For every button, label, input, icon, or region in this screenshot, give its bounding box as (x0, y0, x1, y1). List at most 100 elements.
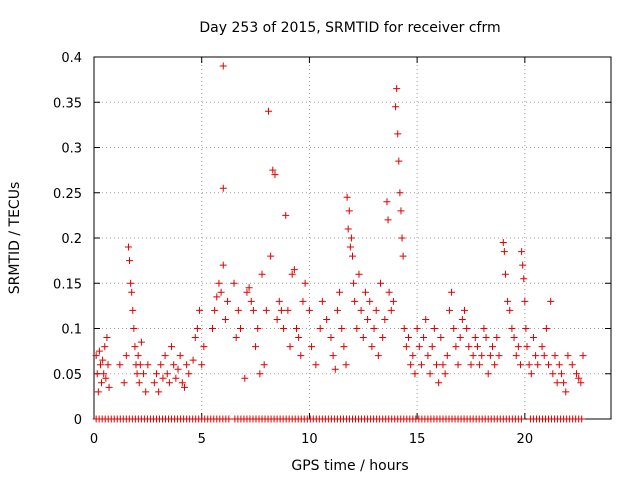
data-point (327, 334, 335, 342)
data-point (336, 288, 344, 296)
data-point (104, 361, 112, 369)
data-point (200, 343, 208, 351)
data-point (329, 352, 337, 360)
data-point (389, 297, 397, 305)
data-point (467, 361, 475, 369)
data-point (500, 248, 508, 256)
data-point (399, 252, 407, 260)
data-point (392, 103, 400, 111)
data-point (134, 352, 142, 360)
data-point (172, 374, 180, 382)
x-ticks: 0 5 10 15 20 (90, 57, 533, 447)
data-point (174, 365, 182, 373)
data-point (518, 248, 526, 256)
data-point (397, 207, 405, 215)
data-point (340, 343, 348, 351)
data-point (560, 379, 568, 387)
data-point (476, 361, 484, 369)
data-point (469, 352, 477, 360)
data-point (262, 306, 270, 314)
data-point (521, 297, 529, 305)
data-point (499, 239, 507, 247)
data-point (136, 361, 144, 369)
data-point (458, 315, 466, 323)
data-point (441, 370, 449, 378)
data-point (245, 284, 253, 292)
data-point (215, 279, 223, 287)
data-point (491, 361, 499, 369)
data-point (130, 325, 138, 332)
y-tick-label: 0 (74, 413, 82, 428)
data-point (168, 343, 176, 351)
data-point (484, 370, 492, 378)
x-tick-label: 15 (409, 432, 426, 447)
data-point (176, 352, 184, 360)
data-point (525, 361, 533, 369)
data-point (486, 352, 494, 360)
data-point (183, 361, 191, 369)
data-point (461, 306, 469, 314)
data-point (96, 361, 104, 369)
data-point (178, 379, 186, 387)
y-tick-label: 0.25 (53, 187, 82, 202)
y-tick-label: 0.3 (61, 142, 82, 157)
data-point (150, 379, 158, 387)
data-point (224, 297, 232, 305)
data-point (198, 361, 206, 369)
data-point (557, 370, 565, 378)
chart-title: Day 253 of 2015, SRMTID for receiver cfr… (199, 20, 500, 36)
data-point (517, 361, 525, 369)
data-point (445, 306, 453, 314)
data-point (120, 379, 128, 387)
data-point (437, 334, 445, 342)
data-point (124, 243, 132, 251)
data-point (370, 325, 378, 332)
data-point (347, 234, 355, 242)
data-point (344, 225, 352, 233)
data-point (99, 356, 107, 364)
data-point (277, 306, 285, 314)
y-tick-label: 0.4 (61, 51, 82, 66)
data-point (343, 193, 351, 201)
data-point (318, 297, 326, 305)
data-point (264, 107, 272, 115)
data-point (284, 306, 292, 314)
x-tick-label: 5 (198, 432, 206, 447)
data-point (301, 279, 309, 287)
data-point (98, 379, 106, 387)
data-point (282, 211, 290, 219)
data-point (126, 257, 134, 265)
data-point (510, 334, 518, 342)
data-point (102, 374, 110, 382)
data-point (260, 361, 268, 369)
y-tick-label: 0.05 (53, 368, 82, 383)
data-point (413, 325, 421, 332)
data-point (578, 415, 586, 423)
data-point (234, 306, 242, 314)
data-point (383, 198, 391, 206)
data-points (92, 62, 587, 423)
data-point (480, 325, 488, 332)
data-point (316, 325, 324, 332)
grid (94, 57, 611, 419)
data-point (269, 166, 277, 174)
data-point (394, 130, 402, 138)
data-point (323, 315, 331, 323)
data-point (217, 288, 225, 296)
x-axis-title: GPS time / hours (291, 458, 408, 474)
data-point (350, 279, 358, 287)
data-point (562, 388, 570, 396)
data-point (433, 361, 441, 369)
data-point (517, 415, 525, 423)
data-point (381, 315, 389, 323)
data-point (247, 297, 255, 305)
data-point (213, 293, 221, 301)
data-point (377, 279, 385, 287)
data-point (219, 184, 227, 192)
data-point (243, 288, 251, 296)
data-point (359, 334, 367, 342)
y-ticks: 0 0.05 0.1 0.15 0.2 0.25 0.3 0.35 0.4 (53, 51, 611, 428)
data-point (456, 334, 464, 342)
data-point (258, 270, 266, 278)
